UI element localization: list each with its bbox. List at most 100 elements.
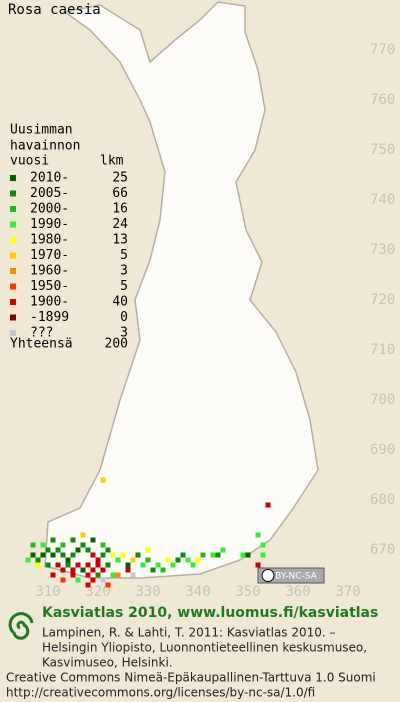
occurrence-cell [95, 562, 101, 568]
occurrence-cell [155, 562, 161, 568]
y-tick-label: 680 [370, 492, 395, 508]
license-badge: BY-NC-SA [257, 567, 325, 584]
occurrence-cell [30, 552, 36, 558]
occurrence-cell [60, 542, 66, 548]
legend-label: 1900- [30, 295, 69, 310]
legend-label: 1970- [30, 248, 69, 263]
y-tick-label: 700 [370, 392, 395, 408]
x-tick-label: 370 [335, 584, 360, 600]
legend-swatch [10, 221, 16, 228]
occurrence-cell [30, 542, 36, 548]
occurrence-cell [90, 537, 96, 543]
occurrence-cell [85, 572, 91, 578]
occurrence-cell [255, 562, 261, 568]
occurrence-cell [80, 567, 86, 573]
legend-col: vuosi [10, 154, 49, 169]
occurrence-cell [65, 557, 71, 563]
occurrence-cell [115, 557, 121, 563]
y-tick-label: 690 [370, 442, 395, 458]
x-tick-label: 340 [185, 584, 210, 600]
legend-header: Uusimman [10, 123, 73, 138]
legend-count: 66 [112, 186, 128, 201]
occurrence-cell [110, 552, 116, 558]
y-tick-label: 730 [370, 242, 395, 258]
legend-count: 13 [112, 233, 128, 248]
legend-count: 16 [112, 202, 128, 217]
legend-count: 3 [120, 264, 128, 279]
legend-swatch [10, 190, 16, 197]
occurrence-cell [105, 562, 111, 568]
occurrence-cell [195, 557, 201, 563]
occurrence-cell [160, 567, 166, 573]
occurrence-cell [45, 562, 51, 568]
occurrence-cell [220, 547, 226, 553]
occurrence-cell [100, 542, 106, 548]
occurrence-cell [40, 552, 46, 558]
legend-swatch [10, 283, 16, 290]
legend-swatch [10, 330, 16, 336]
license-line: http://creativecommons.org/licenses/by-n… [6, 686, 315, 700]
occurrence-cell [145, 557, 151, 563]
occurrence-cell [90, 577, 96, 583]
legend-header: havainnon [10, 139, 80, 154]
occurrence-cell [245, 552, 251, 558]
badge-text: BY-NC-SA [275, 572, 318, 582]
citation-line: Lampinen, R. & Lahti, T. 2011: Kasviatla… [42, 626, 336, 640]
occurrence-cell [190, 562, 196, 568]
citation-line: Kasvimuseo, Helsinki. [42, 656, 173, 670]
occurrence-cell [130, 572, 136, 578]
license-line: Creative Commons Nimeä-Epäkaupallinen-Ta… [6, 671, 376, 685]
y-tick-label: 760 [370, 92, 395, 108]
occurrence-cell [50, 572, 56, 578]
finland-outline [44, 1, 319, 579]
legend-swatch [10, 175, 16, 181]
occurrence-cell [60, 552, 66, 558]
occurrence-cell [85, 562, 91, 568]
occurrence-cell [60, 567, 66, 573]
logo [8, 612, 34, 640]
occurrence-cell [40, 542, 46, 548]
occurrence-cell [80, 532, 86, 538]
cc-icon [261, 569, 275, 582]
occurrence-cell [75, 547, 81, 553]
legend-swatch [10, 314, 16, 321]
occurrence-cell [35, 557, 41, 563]
occurrence-cell [215, 552, 221, 558]
legend-swatch [10, 268, 16, 274]
occurrence-cell [50, 552, 56, 558]
y-tick-label: 740 [370, 192, 395, 208]
occurrence-cell [50, 537, 56, 543]
legend-count: 0 [120, 310, 128, 325]
occurrence-cell [100, 477, 106, 483]
occurrence-cell [180, 552, 186, 558]
total-value: 200 [105, 337, 128, 352]
occurrence-cell [85, 582, 91, 588]
occurrence-cell [255, 532, 261, 538]
legend-label: 2010- [30, 171, 69, 186]
occurrence-cell [200, 552, 206, 558]
occurrence-cell [125, 562, 131, 568]
occurrence-cell [185, 557, 191, 563]
occurrence-cell [75, 562, 81, 568]
occurrence-cell [150, 567, 156, 573]
legend-label: -1899 [30, 310, 69, 325]
occurrence-cell [75, 577, 81, 583]
legend-count: 5 [120, 279, 128, 294]
occurrence-cell [90, 552, 96, 558]
occurrence-cell [265, 502, 271, 508]
legend-count: 5 [120, 248, 128, 263]
occurrence-cell [110, 572, 116, 578]
occurrence-cell [95, 572, 101, 578]
occurrence-cell [130, 557, 136, 563]
occurrence-cell [105, 582, 111, 588]
occurrence-cell [260, 552, 266, 558]
x-tick-label: 320 [85, 584, 110, 600]
occurrence-cell [105, 547, 111, 553]
legend-label: 1960- [30, 264, 69, 279]
occurrence-cell [240, 552, 246, 558]
legend-swatch [10, 299, 16, 305]
occurrence-cell [65, 562, 71, 568]
x-tick-label: 310 [35, 584, 60, 600]
occurrence-cell [25, 557, 31, 563]
